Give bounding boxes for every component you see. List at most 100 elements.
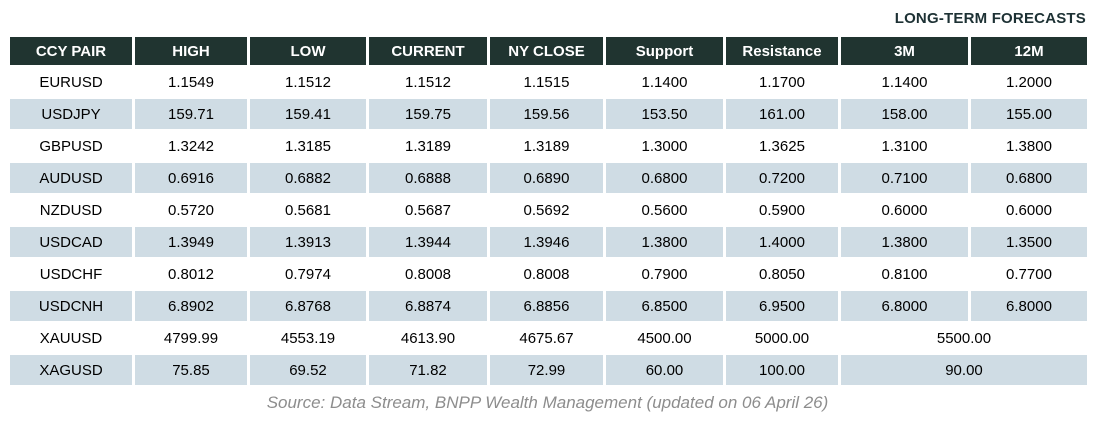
ccy-pair-cell: AUDUSD <box>10 163 132 193</box>
value-cell: 5000.00 <box>726 323 838 353</box>
value-cell: 0.5687 <box>369 195 487 225</box>
source-attribution: Source: Data Stream, BNPP Wealth Managem… <box>266 393 829 412</box>
value-cell: 1.3625 <box>726 131 838 161</box>
table-row-nzdusd: NZDUSD 0.5720 0.5681 0.5687 0.5692 0.5600 0.59… <box>10 195 1087 225</box>
value-cell: 4500.00 <box>606 323 723 353</box>
value-cell: 0.6888 <box>369 163 487 193</box>
fx-forecast-table: CCY PAIR HIGH LOW CURRENT NY CLOSE Support Res… <box>7 35 1090 387</box>
value-cell: 0.6000 <box>841 195 968 225</box>
value-cell: 0.7900 <box>606 259 723 289</box>
column-header-ccy-pair: CCY PAIR <box>10 37 132 65</box>
value-cell: 1.3185 <box>250 131 366 161</box>
value-cell: 1.3500 <box>971 227 1087 257</box>
forecast-merged-cell: 90.00 <box>841 355 1087 385</box>
ccy-pair-cell: NZDUSD <box>10 195 132 225</box>
value-cell: 0.8008 <box>490 259 603 289</box>
value-cell: 0.6800 <box>606 163 723 193</box>
value-cell: 0.5720 <box>135 195 247 225</box>
value-cell: 153.50 <box>606 99 723 129</box>
column-header-12m: 12M <box>971 37 1087 65</box>
ccy-pair-cell: USDCNH <box>10 291 132 321</box>
value-cell: 155.00 <box>971 99 1087 129</box>
column-header-resistance: Resistance <box>726 37 838 65</box>
ccy-pair-cell: XAGUSD <box>10 355 132 385</box>
value-cell: 159.41 <box>250 99 366 129</box>
value-cell: 1.1512 <box>369 67 487 97</box>
value-cell: 0.5681 <box>250 195 366 225</box>
table-row-xauusd: XAUUSD 4799.99 4553.19 4613.90 4675.67 4500.0… <box>10 323 1087 353</box>
table-row-eurusd: EURUSD 1.1549 1.1512 1.1512 1.1515 1.1400 1.17… <box>10 67 1087 97</box>
value-cell: 1.1512 <box>250 67 366 97</box>
column-header-high: HIGH <box>135 37 247 65</box>
value-cell: 100.00 <box>726 355 838 385</box>
value-cell: 1.3242 <box>135 131 247 161</box>
value-cell: 1.4000 <box>726 227 838 257</box>
value-cell: 0.8008 <box>369 259 487 289</box>
value-cell: 0.7974 <box>250 259 366 289</box>
value-cell: 72.99 <box>490 355 603 385</box>
column-header-current: CURRENT <box>369 37 487 65</box>
value-cell: 60.00 <box>606 355 723 385</box>
value-cell: 1.3949 <box>135 227 247 257</box>
value-cell: 1.1549 <box>135 67 247 97</box>
table-header-row: CCY PAIR HIGH LOW CURRENT NY CLOSE Support Res… <box>10 37 1087 65</box>
value-cell: 1.3913 <box>250 227 366 257</box>
value-cell: 4675.67 <box>490 323 603 353</box>
value-cell: 158.00 <box>841 99 968 129</box>
value-cell: 0.6000 <box>971 195 1087 225</box>
value-cell: 0.7200 <box>726 163 838 193</box>
column-header-support: Support <box>606 37 723 65</box>
value-cell: 4553.19 <box>250 323 366 353</box>
value-cell: 1.3000 <box>606 131 723 161</box>
value-cell: 0.8100 <box>841 259 968 289</box>
value-cell: 6.8902 <box>135 291 247 321</box>
value-cell: 6.8000 <box>971 291 1087 321</box>
value-cell: 1.1400 <box>606 67 723 97</box>
value-cell: 6.8856 <box>490 291 603 321</box>
value-cell: 1.3189 <box>490 131 603 161</box>
forecast-merged-cell: 5500.00 <box>841 323 1087 353</box>
table-row-xagusd: XAGUSD 75.85 69.52 71.82 72.99 60.00 100.00 90.… <box>10 355 1087 385</box>
value-cell: 0.6890 <box>490 163 603 193</box>
value-cell: 71.82 <box>369 355 487 385</box>
ccy-pair-cell: XAUUSD <box>10 323 132 353</box>
value-cell: 69.52 <box>250 355 366 385</box>
value-cell: 1.3800 <box>606 227 723 257</box>
value-cell: 161.00 <box>726 99 838 129</box>
value-cell: 1.1400 <box>841 67 968 97</box>
value-cell: 6.9500 <box>726 291 838 321</box>
value-cell: 0.7100 <box>841 163 968 193</box>
table-row-audusd: AUDUSD 0.6916 0.6882 0.6888 0.6890 0.6800 0.72… <box>10 163 1087 193</box>
value-cell: 6.8768 <box>250 291 366 321</box>
value-cell: 1.1515 <box>490 67 603 97</box>
value-cell: 1.3944 <box>369 227 487 257</box>
value-cell: 75.85 <box>135 355 247 385</box>
value-cell: 0.8012 <box>135 259 247 289</box>
column-header-ny-close: NY CLOSE <box>490 37 603 65</box>
value-cell: 6.8874 <box>369 291 487 321</box>
value-cell: 0.5900 <box>726 195 838 225</box>
value-cell: 4613.90 <box>369 323 487 353</box>
value-cell: 1.3189 <box>369 131 487 161</box>
value-cell: 159.75 <box>369 99 487 129</box>
value-cell: 0.7700 <box>971 259 1087 289</box>
value-cell: 4799.99 <box>135 323 247 353</box>
table-row-gbpusd: GBPUSD 1.3242 1.3185 1.3189 1.3189 1.3000 1.36… <box>10 131 1087 161</box>
value-cell: 0.5600 <box>606 195 723 225</box>
table-row-usdcnh: USDCNH 6.8902 6.8768 6.8874 6.8856 6.8500 6.95… <box>10 291 1087 321</box>
value-cell: 1.3100 <box>841 131 968 161</box>
value-cell: 6.8000 <box>841 291 968 321</box>
table-row-usdjpy: USDJPY 159.71 159.41 159.75 159.56 153.50 161.… <box>10 99 1087 129</box>
table-body: EURUSD 1.1549 1.1512 1.1512 1.1515 1.1400 1.17… <box>10 67 1087 385</box>
value-cell: 159.71 <box>135 99 247 129</box>
ccy-pair-cell: USDJPY <box>10 99 132 129</box>
value-cell: 1.3800 <box>841 227 968 257</box>
ccy-pair-cell: GBPUSD <box>10 131 132 161</box>
table-row-usdchf: USDCHF 0.8012 0.7974 0.8008 0.8008 0.7900 0.80… <box>10 259 1087 289</box>
table-row-usdcad: USDCAD 1.3949 1.3913 1.3944 1.3946 1.3800 1.40… <box>10 227 1087 257</box>
ccy-pair-cell: EURUSD <box>10 67 132 97</box>
column-header-3m: 3M <box>841 37 968 65</box>
column-header-low: LOW <box>250 37 366 65</box>
value-cell: 159.56 <box>490 99 603 129</box>
